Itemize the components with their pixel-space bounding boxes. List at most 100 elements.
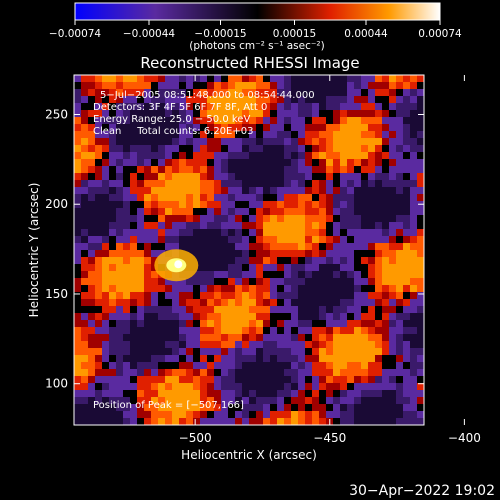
heatmap-cell	[221, 250, 228, 257]
heatmap-cell	[375, 320, 382, 327]
heatmap-cell	[109, 362, 116, 369]
heatmap-cell	[151, 75, 158, 82]
heatmap-cell	[277, 362, 284, 369]
heatmap-cell	[256, 292, 263, 299]
heatmap-cell	[235, 292, 242, 299]
heatmap-cell	[144, 89, 151, 96]
heatmap-cell	[242, 194, 249, 201]
heatmap-cell	[109, 334, 116, 341]
heatmap-cell	[277, 418, 284, 425]
heatmap-cell	[417, 243, 424, 250]
heatmap-cell	[354, 96, 361, 103]
heatmap-cell	[137, 159, 144, 166]
heatmap-cell	[179, 103, 186, 110]
heatmap-cell	[172, 138, 179, 145]
heatmap-cell	[123, 362, 130, 369]
heatmap-cell	[256, 355, 263, 362]
heatmap-cell	[130, 222, 137, 229]
heatmap-cell	[298, 173, 305, 180]
heatmap-cell	[242, 418, 249, 425]
heatmap-cell	[109, 327, 116, 334]
heatmap-cell	[347, 313, 354, 320]
heatmap-cell	[130, 201, 137, 208]
heatmap-cell	[270, 390, 277, 397]
heatmap-cell	[144, 278, 151, 285]
heatmap-cell	[410, 299, 417, 306]
heatmap-cell	[389, 152, 396, 159]
heatmap-cell	[158, 208, 165, 215]
heatmap-cell	[354, 103, 361, 110]
heatmap-cell	[305, 236, 312, 243]
heatmap-cell	[137, 397, 144, 404]
heatmap-cell	[186, 187, 193, 194]
heatmap-cell	[375, 110, 382, 117]
heatmap-cell	[340, 201, 347, 208]
heatmap-cell	[403, 75, 410, 82]
heatmap-cell	[179, 110, 186, 117]
heatmap-cell	[102, 215, 109, 222]
heatmap-cell	[242, 306, 249, 313]
heatmap-cell	[109, 117, 116, 124]
heatmap-cell	[137, 369, 144, 376]
heatmap-cell	[354, 201, 361, 208]
heatmap-cell	[200, 215, 207, 222]
heatmap-cell	[130, 173, 137, 180]
heatmap-cell	[277, 159, 284, 166]
heatmap-cell	[74, 229, 81, 236]
heatmap-cell	[361, 278, 368, 285]
heatmap-cell	[193, 362, 200, 369]
heatmap-cell	[326, 299, 333, 306]
heatmap-cell	[158, 75, 165, 82]
heatmap-cell	[214, 411, 221, 418]
heatmap-cell	[298, 411, 305, 418]
heatmap-cell	[389, 397, 396, 404]
heatmap-cell	[221, 418, 228, 425]
heatmap-cell	[165, 376, 172, 383]
heatmap-cell	[207, 194, 214, 201]
heatmap-cell	[102, 334, 109, 341]
heatmap-cell	[88, 124, 95, 131]
heatmap-cell	[81, 320, 88, 327]
heatmap-cell	[165, 418, 172, 425]
heatmap-cell	[396, 341, 403, 348]
heatmap-cell	[74, 383, 81, 390]
heatmap-cell	[123, 145, 130, 152]
heatmap-cell	[305, 222, 312, 229]
heatmap-cell	[382, 327, 389, 334]
heatmap-cell	[186, 341, 193, 348]
heatmap-cell	[410, 320, 417, 327]
plot-frame	[73, 74, 425, 426]
heatmap-cell	[207, 208, 214, 215]
heatmap-cell	[102, 285, 109, 292]
heatmap-cell	[403, 404, 410, 411]
heatmap-cell	[179, 243, 186, 250]
heatmap-cell	[193, 369, 200, 376]
heatmap-cell	[319, 222, 326, 229]
heatmap-cell	[389, 411, 396, 418]
heatmap-cell	[249, 103, 256, 110]
heatmap-cell	[340, 180, 347, 187]
heatmap-cell	[410, 222, 417, 229]
heatmap-cell	[333, 327, 340, 334]
heatmap-cell	[228, 222, 235, 229]
heatmap-cell	[151, 313, 158, 320]
heatmap-cell	[214, 264, 221, 271]
heatmap-cell	[179, 138, 186, 145]
heatmap-cell	[74, 180, 81, 187]
heatmap-cell	[116, 138, 123, 145]
heatmap-cell	[137, 187, 144, 194]
heatmap-cell	[74, 166, 81, 173]
heatmap-cell	[165, 194, 172, 201]
heatmap-cell	[277, 341, 284, 348]
heatmap-cell	[354, 362, 361, 369]
heatmap-cell	[144, 376, 151, 383]
heatmap-cell	[74, 173, 81, 180]
timestamp: 30−Apr−2022 19:02	[349, 483, 495, 499]
heatmap-cell	[228, 145, 235, 152]
heatmap-cell	[410, 306, 417, 313]
heatmap-cell	[200, 278, 207, 285]
heatmap-cell	[340, 362, 347, 369]
heatmap-cell	[410, 271, 417, 278]
heatmap-cell	[214, 292, 221, 299]
heatmap-cell	[109, 369, 116, 376]
